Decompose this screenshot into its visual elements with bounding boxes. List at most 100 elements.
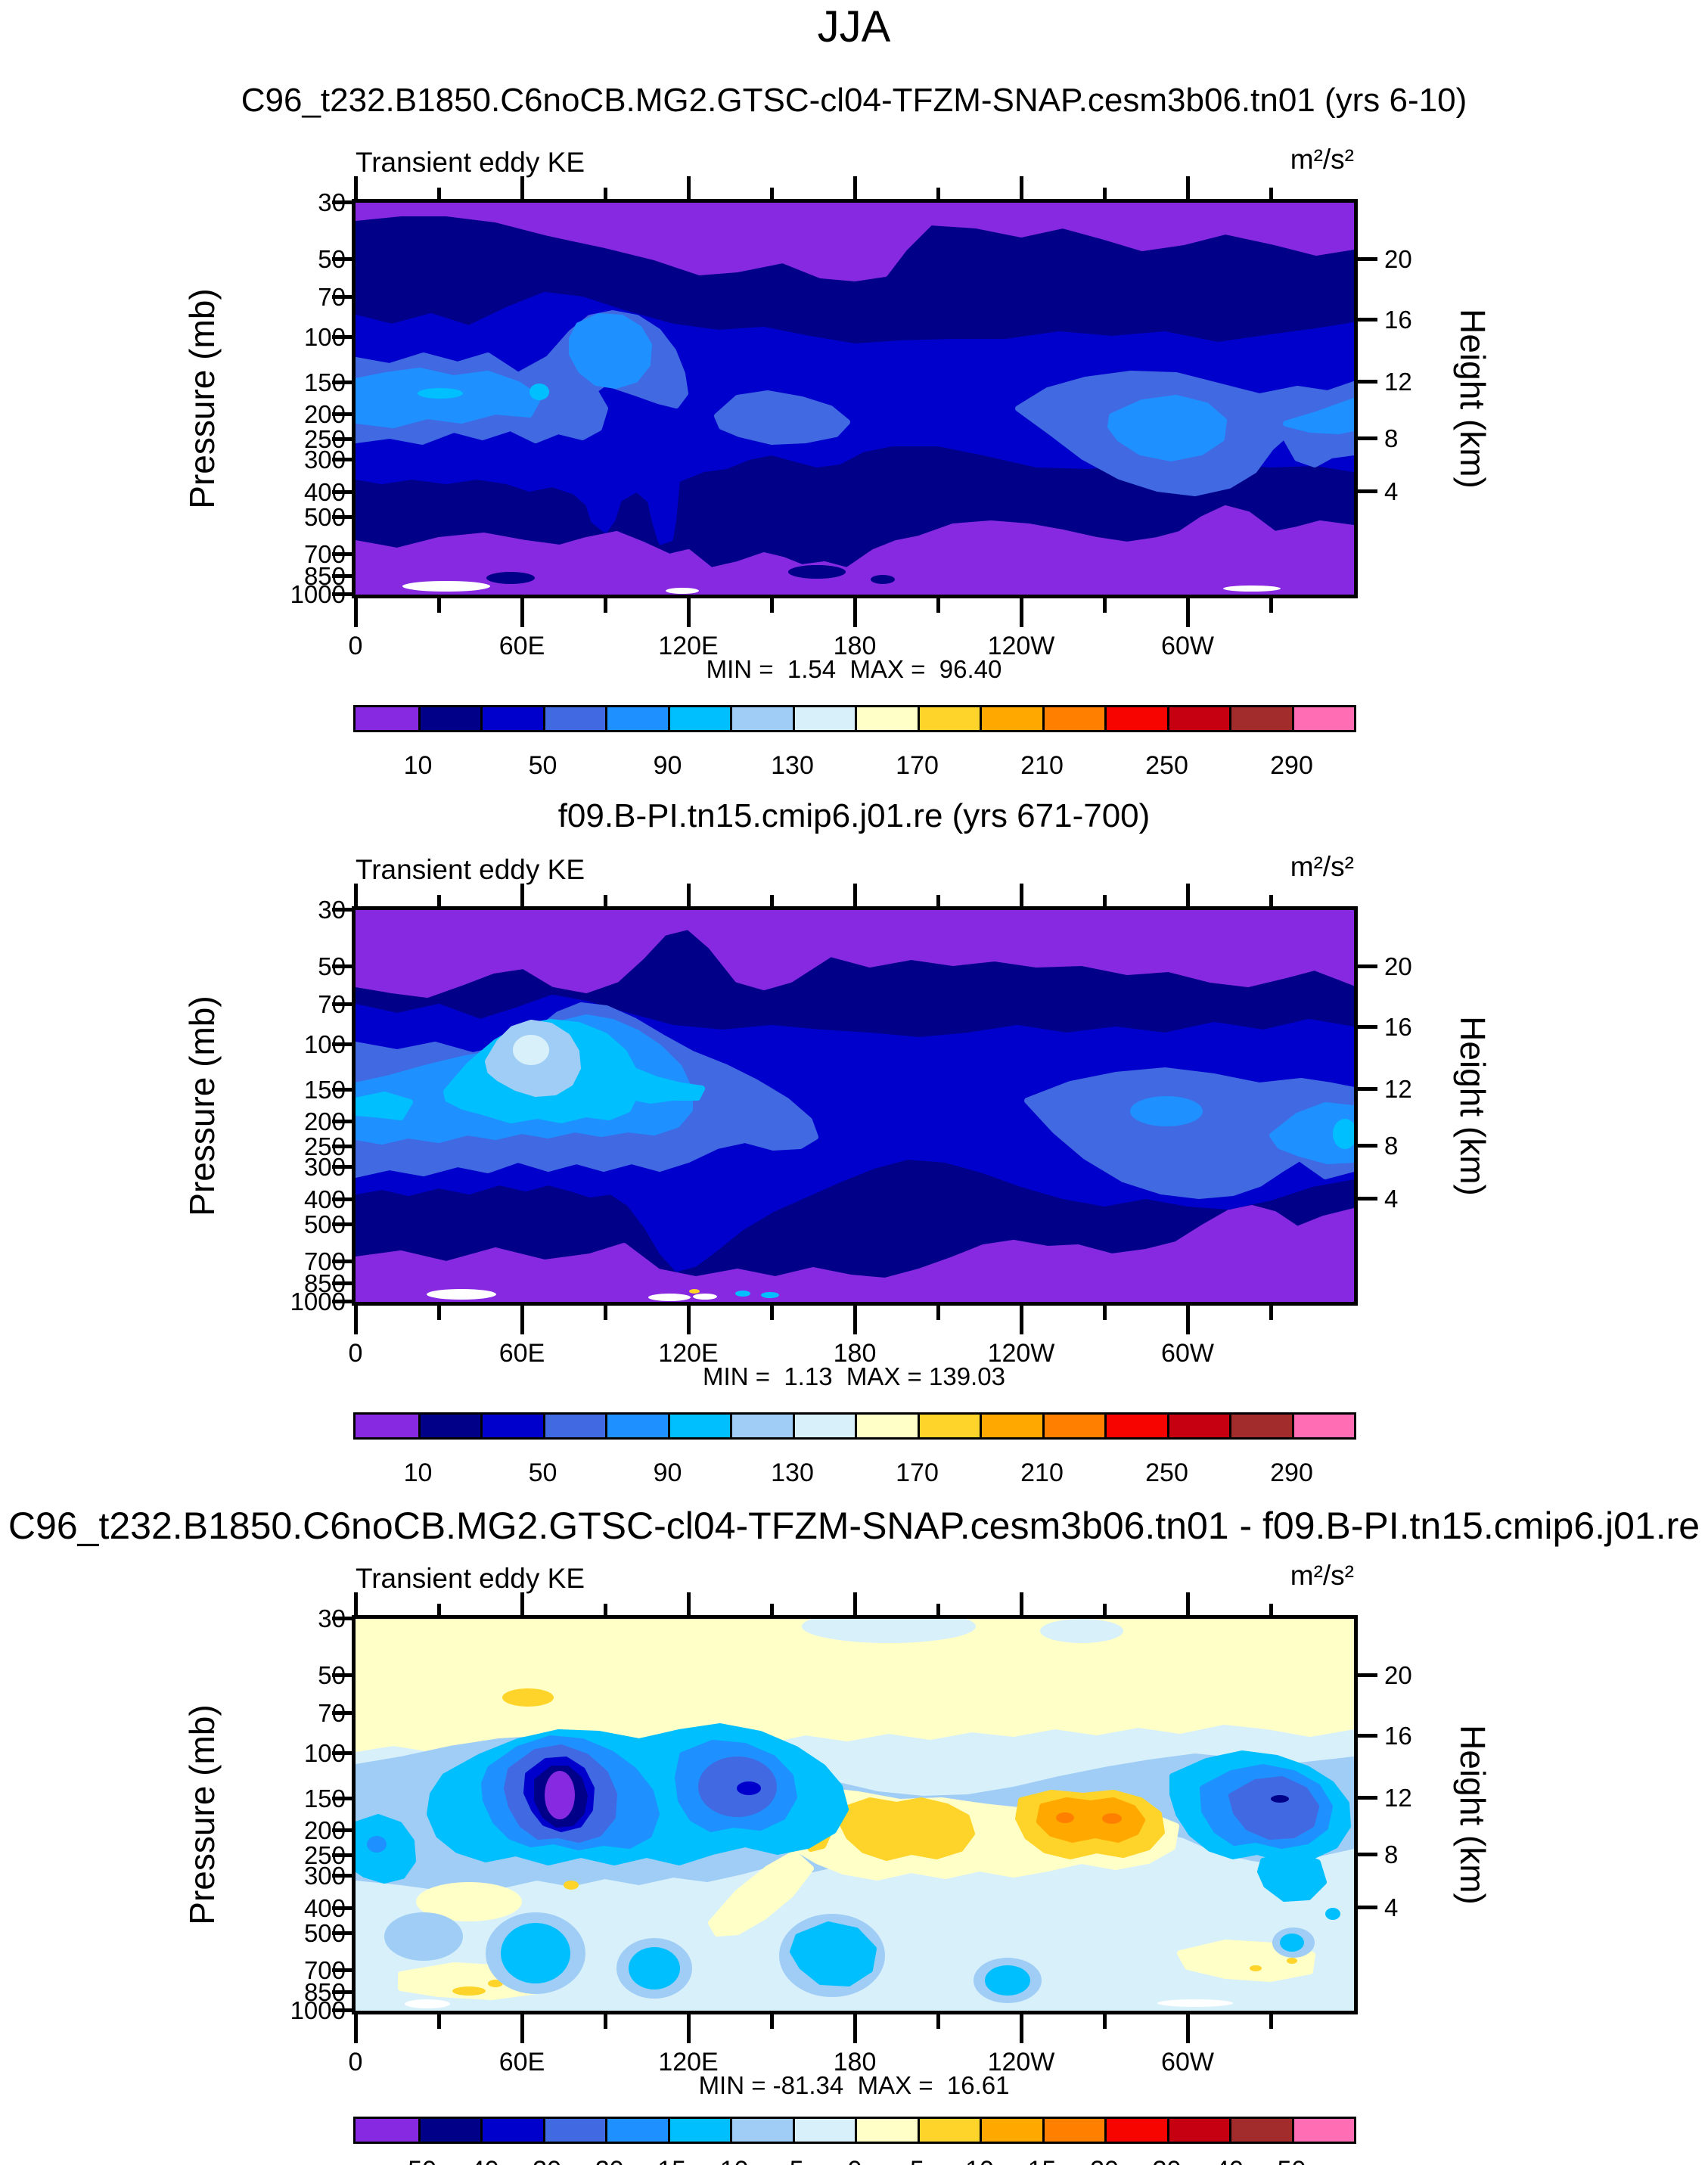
contour-region xyxy=(1283,398,1354,434)
longitude-tick xyxy=(1186,176,1190,199)
pressure-tick xyxy=(332,1711,352,1715)
colorbar-segment xyxy=(792,1415,855,1437)
pressure-tick-label: 70 xyxy=(318,1699,346,1727)
longitude-tick xyxy=(1269,1604,1273,1615)
contour-region xyxy=(367,1836,387,1853)
longitude-tick-label: 60E xyxy=(498,2048,545,2076)
colorbar-tick-label: 15 xyxy=(997,2157,1088,2165)
colorbar-segment xyxy=(605,1415,668,1437)
colorbar: 10 50 90 130 170 210 250 290 xyxy=(353,1412,1356,1486)
pressure-tick-label: 200 xyxy=(303,400,346,428)
contour-region xyxy=(666,588,699,594)
colorbar-segment xyxy=(605,707,668,730)
colorbar-segment xyxy=(480,2119,543,2142)
units-label: m²/s² xyxy=(1290,851,1354,882)
pressure-tick xyxy=(332,964,352,968)
colorbar-segment xyxy=(855,707,918,730)
longitude-tick-label: 0 xyxy=(348,2048,363,2076)
pressure-tick-label: 100 xyxy=(303,1030,346,1058)
longitude-tick xyxy=(520,1592,524,1615)
contour-region xyxy=(1287,1958,1297,1964)
colorbar-segment xyxy=(1104,1415,1167,1437)
panel-title: C96_t232.B1850.C6noCB.MG2.GTSC-cl04-TFZM… xyxy=(8,1505,1700,1547)
colorbar-tick-label: 5 xyxy=(872,2157,963,2165)
height-tick xyxy=(1358,380,1377,384)
colorbar-tick-label: 250 xyxy=(1145,751,1188,780)
longitude-tick xyxy=(437,598,441,613)
pressure-tick xyxy=(332,515,352,519)
pressure-tick-label: 300 xyxy=(303,446,346,474)
colorbar-tick-label: 20 xyxy=(1059,2157,1150,2165)
contour-region xyxy=(545,1771,575,1819)
longitude-tick xyxy=(687,1306,691,1334)
longitude-tick-label: 0 xyxy=(348,1339,363,1368)
field-label: Transient eddy KE xyxy=(356,147,585,178)
pressure-tick xyxy=(332,295,352,299)
pressure-tick xyxy=(332,1906,352,1910)
colorbar-segment xyxy=(542,2119,605,2142)
colorbar-tick-label: -15 xyxy=(623,2157,713,2165)
longitude-tick xyxy=(354,598,358,627)
longitude-tick xyxy=(936,188,940,199)
pressure-tick-label: 500 xyxy=(303,503,346,531)
contour-region xyxy=(1223,586,1281,592)
pressure-tick-label: 50 xyxy=(318,952,346,980)
longitude-tick xyxy=(936,598,940,613)
height-tick xyxy=(1358,318,1377,321)
contour-region xyxy=(502,1688,554,1707)
contour-region xyxy=(708,1850,814,1937)
pressure-tick-label: 1000 xyxy=(290,1996,346,2024)
height-tick xyxy=(1358,1025,1377,1029)
contour-region xyxy=(405,1999,450,2008)
units-label: m²/s² xyxy=(1290,144,1354,175)
contour-region xyxy=(1271,1795,1289,1803)
longitude-tick xyxy=(354,884,358,906)
colorbar-segment xyxy=(1042,1415,1104,1437)
pressure-tick xyxy=(332,552,352,556)
colorbar-segment xyxy=(917,1415,980,1437)
colorbar: -50-40-30-20-15-10-505101520304050 xyxy=(353,2117,1356,2165)
height-tick-label: 4 xyxy=(1384,1185,1399,1213)
colorbar-tick-label: 10 xyxy=(403,751,433,780)
height-tick-label: 20 xyxy=(1384,952,1412,980)
pressure-tick xyxy=(332,1260,352,1263)
longitude-tick xyxy=(437,1604,441,1615)
longitude-tick-label: 0 xyxy=(348,632,363,660)
pressure-tick xyxy=(332,1300,352,1303)
pressure-tick-label: 70 xyxy=(318,283,346,311)
contour-region xyxy=(735,1291,750,1297)
pressure-tick-label: 50 xyxy=(318,245,346,273)
contour-region xyxy=(1325,1908,1340,1920)
longitude-tick-label: 180 xyxy=(833,2048,877,2076)
colorbar-tick-label: 0 xyxy=(809,2157,900,2165)
pressure-tick xyxy=(332,1990,352,1994)
longitude-tick xyxy=(1186,1306,1190,1334)
height-tick-label: 8 xyxy=(1384,1132,1399,1160)
longitude-tick xyxy=(853,598,857,627)
colorbar-segment xyxy=(542,1415,605,1437)
pressure-tick xyxy=(332,1197,352,1201)
height-tick-label: 12 xyxy=(1384,1784,1412,1812)
height-tick-label: 16 xyxy=(1384,306,1412,334)
pressure-tick-label: 850 xyxy=(303,562,346,590)
contour-region xyxy=(838,1797,975,1861)
longitude-tick xyxy=(1269,895,1273,906)
longitude-tick-label: 60E xyxy=(498,632,545,660)
longitude-tick xyxy=(853,884,857,906)
height-tick xyxy=(1358,1853,1377,1856)
longitude-tick xyxy=(853,176,857,199)
pressure-tick xyxy=(332,1828,352,1832)
height-tick-label: 12 xyxy=(1384,368,1412,396)
height-tick-label: 16 xyxy=(1384,1722,1412,1750)
contour-plot xyxy=(332,1592,1377,2043)
longitude-tick xyxy=(1103,1604,1107,1615)
height-tick-label: 20 xyxy=(1384,1661,1412,1689)
colorbar-segment xyxy=(730,707,793,730)
field-label: Transient eddy KE xyxy=(356,1563,585,1594)
longitude-tick xyxy=(520,598,524,627)
contour-region xyxy=(1102,1813,1122,1824)
longitude-tick xyxy=(354,1306,358,1334)
min-max-stats: MIN = -81.34 MAX = 16.61 xyxy=(698,2071,1010,2099)
pressure-tick xyxy=(332,1120,352,1123)
pressure-tick xyxy=(332,1931,352,1935)
